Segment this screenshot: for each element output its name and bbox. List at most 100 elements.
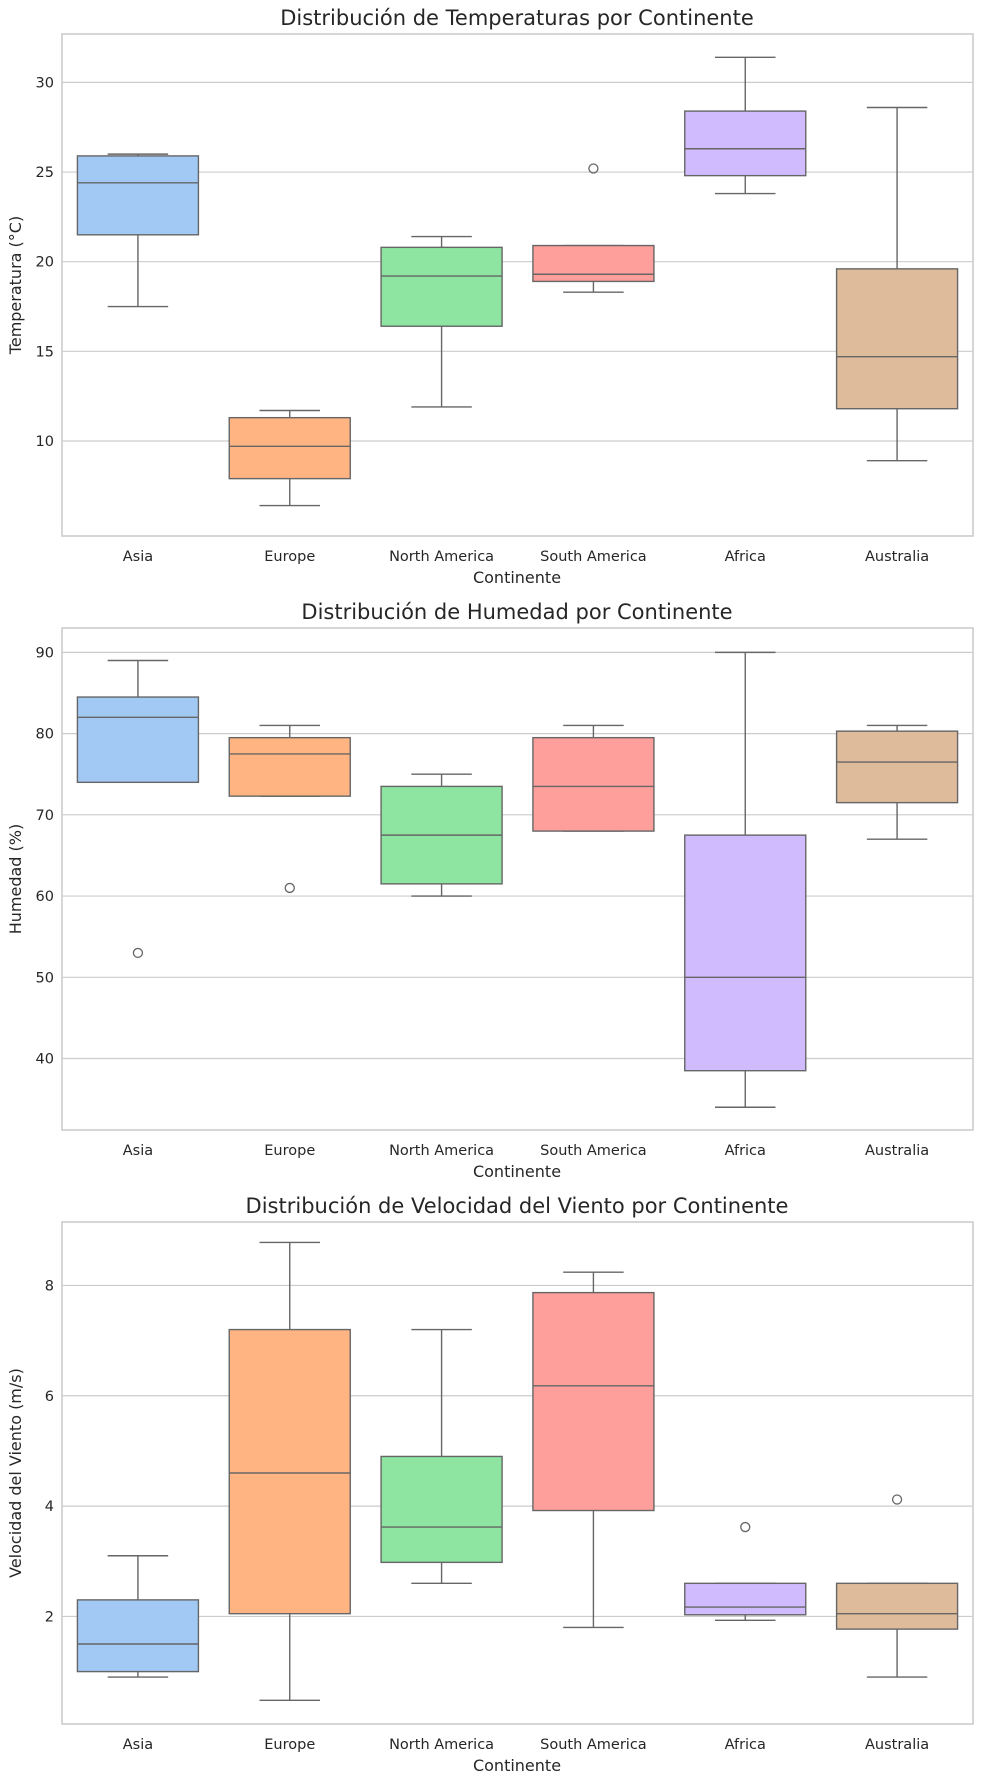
box-iqr — [684, 1582, 807, 1616]
outlier-point — [132, 947, 144, 959]
box-iqr — [76, 1599, 200, 1673]
y-tick-label: 10 — [36, 434, 54, 450]
box-iqr — [228, 736, 351, 797]
y-tick-label: 20 — [36, 255, 54, 271]
x-axis-label: Continente — [473, 1756, 561, 1775]
box-australia — [835, 1494, 959, 1678]
x-tick-label: South America — [540, 1737, 647, 1753]
boxes — [76, 1241, 959, 1701]
y-tick-label: 25 — [36, 165, 54, 181]
box-australia — [835, 724, 959, 840]
x-axis-label: Continente — [473, 1162, 561, 1181]
chart-title: Distribución de Velocidad del Viento por… — [246, 1194, 789, 1218]
x-tick-label: Asia — [123, 1143, 153, 1159]
plot-area — [61, 33, 974, 537]
x-tick-label: Asia — [123, 1737, 153, 1753]
box-africa — [684, 651, 807, 1108]
chart-title: Distribución de Temperaturas por Contine… — [280, 6, 754, 30]
x-tick-label: North America — [389, 1737, 494, 1753]
box-south-america — [532, 1271, 655, 1629]
y-axis-label: Humedad (%) — [6, 824, 25, 935]
x-tick-label: South America — [540, 1143, 647, 1159]
x-tick-label: Australia — [865, 549, 929, 565]
box-europe — [228, 1241, 351, 1701]
temperature-chart: Distribución de Temperaturas por Contine… — [6, 6, 974, 587]
x-tick-label: Africa — [725, 1143, 766, 1159]
box-iqr — [76, 696, 200, 784]
box-iqr — [532, 736, 655, 832]
y-tick-label: 8 — [45, 1278, 54, 1294]
wind-speed-chart: Distribución de Velocidad del Viento por… — [6, 1194, 974, 1775]
box-europe — [228, 724, 351, 894]
box-north-america — [380, 1328, 503, 1585]
y-tick-label: 4 — [45, 1499, 54, 1515]
box-asia — [76, 153, 200, 308]
y-tick-label: 30 — [36, 75, 54, 91]
box-iqr — [532, 1291, 655, 1512]
box-south-america — [532, 163, 655, 293]
boxes — [76, 56, 959, 507]
x-tick-labels: Asia Europe North America South America Afri… — [123, 549, 929, 565]
box-africa — [684, 1521, 807, 1621]
box-iqr — [228, 1328, 351, 1615]
x-tick-label: North America — [389, 549, 494, 565]
x-tick-label: North America — [389, 1143, 494, 1159]
x-tick-label: South America — [540, 549, 647, 565]
y-tick-label: 70 — [36, 808, 54, 824]
box-australia — [835, 106, 959, 462]
y-tick-label: 80 — [36, 727, 54, 743]
x-axis-label: Continente — [473, 568, 561, 587]
plot-area — [61, 1221, 974, 1725]
gridlines — [62, 81, 973, 442]
x-tick-label: Australia — [865, 1737, 929, 1753]
y-tick-label: 6 — [45, 1389, 54, 1405]
y-tick-label: 90 — [36, 645, 54, 661]
y-tick-labels: 40 50 60 70 80 90 — [36, 645, 54, 1067]
outlier-point — [588, 163, 599, 174]
box-north-america — [380, 773, 503, 897]
boxes — [76, 651, 959, 1108]
box-iqr — [380, 1455, 503, 1564]
x-tick-label: Africa — [725, 1737, 766, 1753]
box-africa — [684, 56, 807, 195]
outlier-point — [284, 882, 295, 894]
x-tick-label: Europe — [264, 1737, 315, 1753]
y-tick-label: 2 — [45, 1609, 54, 1625]
box-iqr — [532, 244, 655, 283]
y-axis-label: Velocidad del Viento (m/s) — [6, 1368, 25, 1578]
box-south-america — [532, 724, 655, 832]
outlier-point — [891, 1494, 903, 1505]
x-tick-label: Australia — [865, 1143, 929, 1159]
x-tick-labels: Asia Europe North America South America Afri… — [123, 1143, 929, 1159]
gridlines — [62, 1284, 973, 1618]
x-tick-label: Europe — [264, 1143, 315, 1159]
y-tick-label: 50 — [36, 970, 54, 986]
gridlines — [62, 651, 973, 1060]
y-tick-label: 60 — [36, 889, 54, 905]
box-iqr — [76, 155, 200, 236]
box-iqr — [684, 110, 807, 177]
box-iqr — [380, 246, 503, 327]
chart-title: Distribución de Humedad por Continente — [301, 600, 732, 624]
box-north-america — [380, 235, 503, 408]
box-iqr — [684, 834, 807, 1072]
plot-area — [61, 627, 974, 1131]
x-tick-label: Europe — [264, 549, 315, 565]
y-tick-label: 15 — [36, 344, 54, 360]
box-iqr — [835, 268, 959, 410]
y-tick-label: 40 — [36, 1052, 54, 1068]
y-axis-label: Temperatura (°C) — [6, 216, 25, 355]
x-tick-label: Asia — [123, 549, 153, 565]
humidity-chart: Distribución de Humedad por Continente 4… — [6, 600, 974, 1181]
box-europe — [228, 409, 351, 507]
y-tick-labels: 2 4 6 8 — [45, 1278, 54, 1625]
box-asia — [76, 659, 200, 959]
x-tick-labels: Asia Europe North America South America Afri… — [123, 1737, 929, 1753]
outlier-point — [740, 1521, 751, 1533]
box-iqr — [228, 416, 351, 480]
box-iqr — [835, 730, 959, 804]
box-asia — [76, 1555, 200, 1678]
box-iqr — [835, 1582, 959, 1630]
x-tick-label: Africa — [725, 549, 766, 565]
